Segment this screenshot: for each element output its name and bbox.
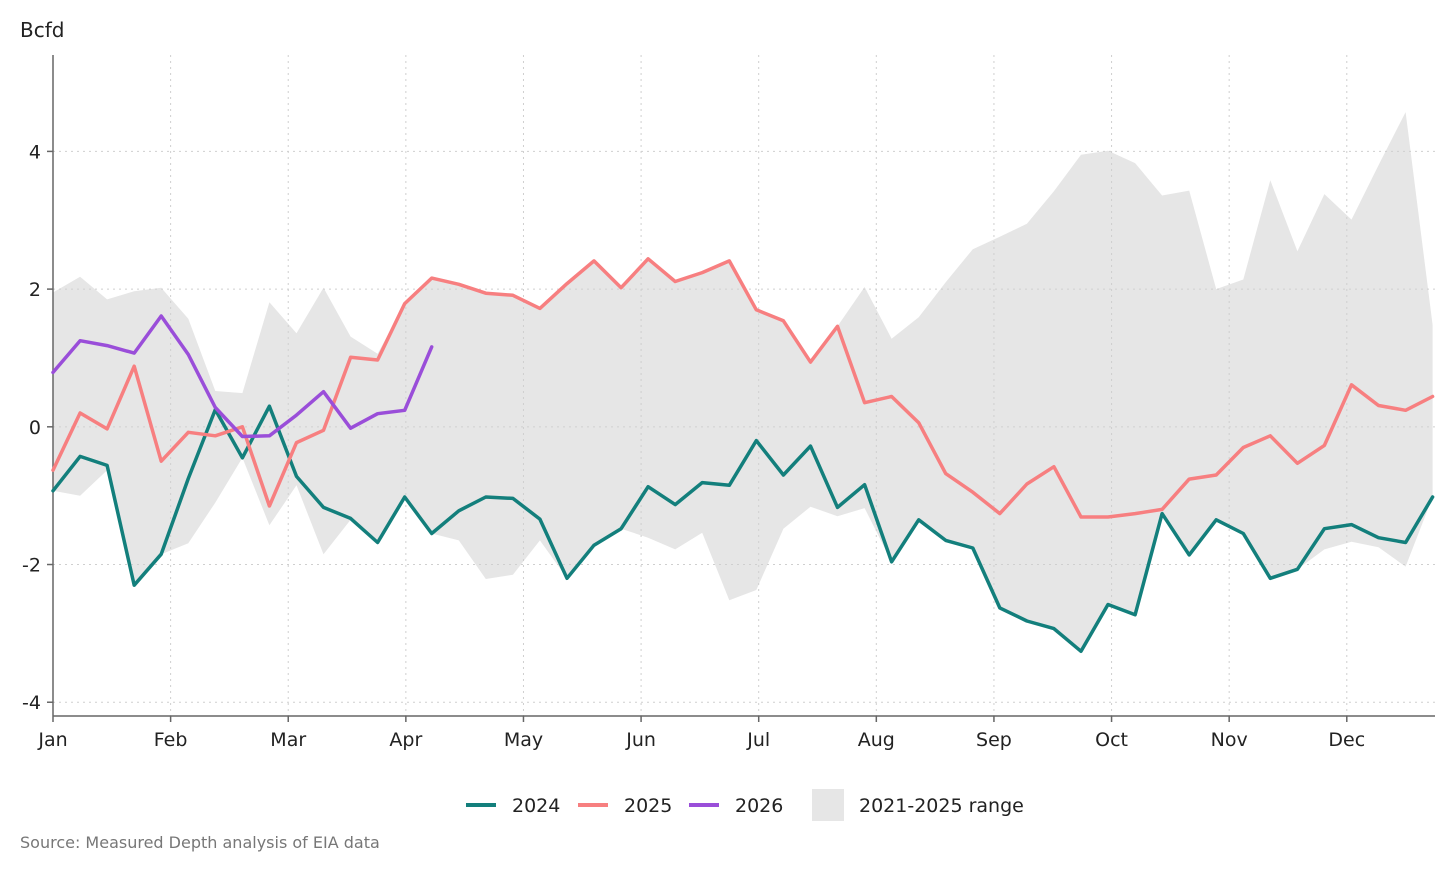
x-tick-label: Aug bbox=[858, 729, 895, 751]
x-tick-label: May bbox=[504, 729, 543, 751]
y-tick-label: -4 bbox=[22, 692, 41, 714]
x-tick-label: Sep bbox=[976, 729, 1012, 751]
series-line-2026 bbox=[51, 314, 434, 439]
range-band-layer bbox=[53, 112, 1433, 652]
axes: 4 2 0 -2 -4 Jan Feb Mar Apr May Jun Jul Aug Sep Oct Nov… bbox=[22, 55, 1435, 751]
legend: 2024 2025 2026 2021-2025 range bbox=[466, 789, 1024, 821]
y-tick-label: 4 bbox=[29, 141, 41, 163]
series-line-2024 bbox=[51, 404, 1435, 654]
x-tick-label: Apr bbox=[389, 729, 422, 751]
x-tick-label: Jul bbox=[746, 729, 770, 751]
source-note: Source: Measured Depth analysis of EIA d… bbox=[20, 833, 380, 852]
range-band-area bbox=[53, 112, 1433, 652]
y-tick-label: -2 bbox=[22, 555, 41, 577]
legend-label-2026: 2026 bbox=[735, 795, 783, 817]
x-tick-label: Oct bbox=[1095, 729, 1128, 751]
legend-label-2025: 2025 bbox=[624, 795, 672, 817]
x-tick-label: Feb bbox=[154, 729, 188, 751]
x-tick-label: Jun bbox=[625, 729, 656, 751]
legend-swatch-range bbox=[812, 789, 844, 821]
y-tick-label: 2 bbox=[29, 279, 41, 301]
x-tick-label: Dec bbox=[1328, 729, 1365, 751]
series-lines bbox=[51, 257, 1435, 654]
x-tick-label: Nov bbox=[1211, 729, 1248, 751]
legend-label-range: 2021-2025 range bbox=[859, 795, 1024, 817]
x-tick-label: Mar bbox=[270, 729, 306, 751]
series-line-2025 bbox=[51, 257, 1435, 519]
legend-label-2024: 2024 bbox=[512, 795, 560, 817]
x-tick-label: Jan bbox=[37, 729, 67, 751]
y-axis-label: Bcfd bbox=[20, 18, 64, 42]
y-tick-label: 0 bbox=[29, 417, 41, 439]
